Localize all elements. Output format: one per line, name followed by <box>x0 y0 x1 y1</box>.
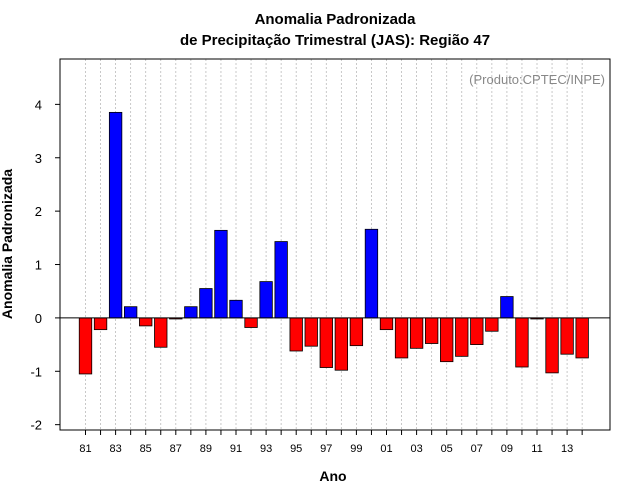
y-axis-label: Anomalia Padronizada <box>0 169 15 319</box>
bar-1999 <box>349 317 364 347</box>
bar-1996 <box>304 317 318 347</box>
bar-1993 <box>259 281 273 319</box>
bar-1981 <box>78 317 93 375</box>
x-tick-label-1983: 83 <box>109 443 121 455</box>
bar-1998 <box>334 317 349 371</box>
x-tick-label-1981: 81 <box>79 443 91 455</box>
bar-1988 <box>184 306 198 319</box>
x-tick-label-2009: 09 <box>501 443 513 455</box>
y-tick-label-4: 4 <box>35 97 42 112</box>
x-tick-label-1995: 95 <box>290 443 302 455</box>
grid-lines <box>85 59 583 430</box>
x-tick-label-2011: 11 <box>531 443 542 455</box>
x-tick-label-1987: 87 <box>170 443 182 455</box>
x-tick-label-2013: 13 <box>561 443 573 455</box>
bar-2001 <box>379 317 394 331</box>
chart-title-line-1: Anomalia Padronizada <box>255 11 417 28</box>
x-tick-label-1985: 85 <box>140 443 152 455</box>
x-axis-label: Ano <box>319 468 346 484</box>
bars-group <box>78 111 589 375</box>
y-tick-label--1: -1 <box>30 364 42 379</box>
bar-1994 <box>274 241 288 319</box>
y-tick-label-3: 3 <box>35 151 42 166</box>
bar-2003 <box>409 317 424 349</box>
bar-2006 <box>455 317 469 357</box>
bar-2004 <box>424 317 439 344</box>
bar-1991 <box>229 299 243 319</box>
bar-1989 <box>199 288 213 319</box>
y-tick-label--2: -2 <box>30 418 42 433</box>
x-tick-label-2005: 05 <box>441 443 453 455</box>
bar-2005 <box>440 317 454 363</box>
bar-2014 <box>575 317 589 359</box>
x-tick-label-1989: 89 <box>200 443 212 455</box>
bar-1992 <box>244 317 258 328</box>
x-tick-label-2003: 03 <box>410 443 422 455</box>
plot-frame <box>59 58 611 431</box>
x-tick-label-2007: 07 <box>471 443 483 455</box>
bar-1983 <box>108 111 123 319</box>
credit-text: (Produto:CPTEC/INPE) <box>469 72 605 87</box>
bar-1986 <box>154 317 168 348</box>
x-tick-label-1997: 97 <box>320 443 332 455</box>
bar-1997 <box>319 317 333 368</box>
chart-title-line-2: de Precipitação Trimestral (JAS): Região… <box>180 32 490 49</box>
bar-1984 <box>124 306 138 319</box>
bar-2013 <box>560 317 574 355</box>
bar-1985 <box>139 317 153 327</box>
bar-2009 <box>500 296 514 319</box>
bar-2002 <box>394 317 409 359</box>
bar-1982 <box>93 317 108 331</box>
x-tick-label-1999: 99 <box>350 443 362 455</box>
x-tick-label-1991: 91 <box>230 443 242 455</box>
bar-2012 <box>545 317 559 374</box>
y-tick-label-2: 2 <box>35 204 42 219</box>
bar-2000 <box>364 228 379 319</box>
y-tick-label-1: 1 <box>35 258 42 273</box>
y-axis: -2 -1 0 1 2 3 4 <box>30 97 60 433</box>
x-axis: 81 83 85 87 89 91 93 95 97 99 01 03 05 07 09 11 13 <box>79 430 583 455</box>
bar-2007 <box>470 317 484 345</box>
bar-2010 <box>515 317 529 368</box>
x-tick-label-2001: 01 <box>380 443 392 455</box>
x-tick-label-1993: 93 <box>260 443 272 455</box>
bar-2008 <box>485 317 499 332</box>
bar-1995 <box>289 317 303 352</box>
bar-1990 <box>214 229 228 319</box>
y-tick-label-0: 0 <box>35 311 42 326</box>
